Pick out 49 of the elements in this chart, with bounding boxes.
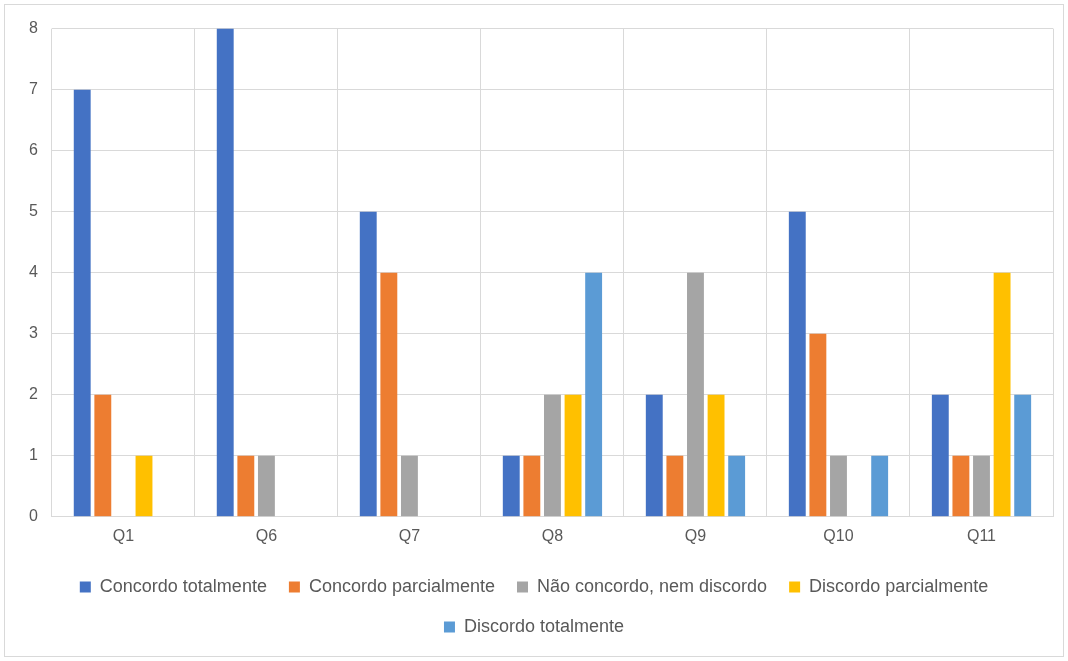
y-tick-label: 7 (28, 80, 38, 98)
legend-label: Concordo totalmente (99, 575, 267, 596)
bar (237, 455, 255, 517)
bar (359, 211, 377, 517)
bar (645, 394, 663, 517)
legend-label: Concordo parcialmente (308, 575, 496, 596)
y-tick-label: 8 (28, 19, 38, 37)
legend-label: Discordo parcialmente (809, 575, 989, 596)
x-tick-label: Q11 (966, 526, 997, 544)
bar (728, 455, 746, 517)
x-tick-label: Q6 (255, 526, 278, 544)
y-tick-label: 3 (28, 324, 38, 342)
x-tick-label: Q7 (398, 526, 421, 544)
bar (523, 455, 541, 517)
bar (1014, 394, 1032, 517)
bar (973, 455, 990, 517)
bar (687, 272, 704, 517)
x-tick-label: Q10 (823, 526, 854, 544)
bar (216, 28, 234, 517)
bar (135, 455, 153, 517)
bar (400, 455, 418, 517)
y-tick-label: 4 (28, 263, 38, 281)
bar (931, 394, 949, 517)
bar (809, 333, 827, 517)
y-tick-label: 6 (28, 141, 38, 159)
bar (502, 455, 520, 517)
legend-label: Não concordo, nem discordo (537, 575, 768, 596)
y-tick-label: 5 (28, 202, 38, 220)
bar (993, 272, 1011, 517)
bar (380, 272, 398, 517)
bar (564, 394, 582, 517)
bar (94, 394, 112, 517)
bar (666, 455, 684, 517)
bar (952, 455, 970, 517)
x-tick-label: Q8 (541, 526, 564, 544)
bar (73, 89, 91, 517)
bar (830, 455, 847, 517)
y-tick-label: 2 (28, 385, 38, 403)
bar (544, 394, 561, 517)
y-tick-label: 1 (28, 446, 38, 464)
bar (257, 455, 275, 517)
x-tick-label: Q9 (684, 526, 707, 544)
x-tick-label: Q1 (112, 526, 135, 544)
bar (585, 272, 603, 517)
legend-label: Discordo totalmente (463, 615, 625, 636)
bar (871, 455, 889, 517)
bar (707, 394, 725, 517)
y-tick-label: 0 (28, 507, 38, 525)
bar (788, 211, 806, 517)
